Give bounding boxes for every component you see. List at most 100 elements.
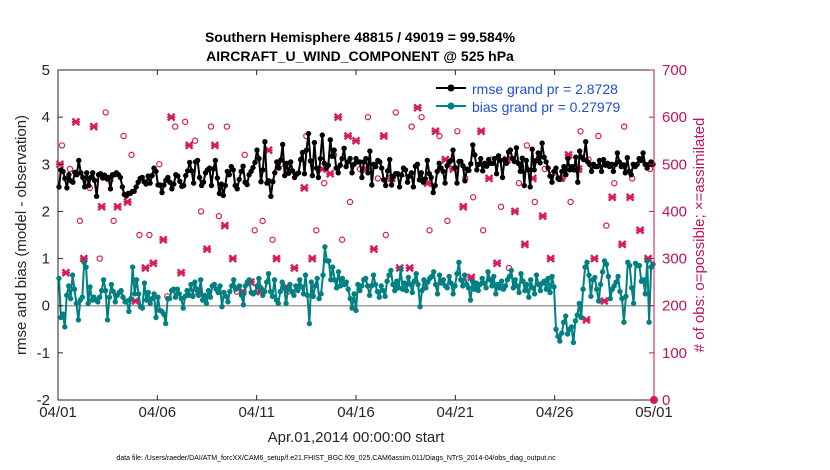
bias-point <box>528 277 534 283</box>
bias-point <box>452 283 458 289</box>
rmse-point <box>185 168 191 174</box>
bias-point <box>180 305 186 311</box>
bias-point <box>298 284 305 290</box>
rmse-point <box>226 172 232 178</box>
obs-possible-point <box>207 123 215 130</box>
bias-point <box>551 284 557 290</box>
obs-possible-point <box>321 179 328 187</box>
bias-point <box>153 314 159 321</box>
obs-assimilated-point <box>476 127 486 136</box>
rmse-point <box>194 157 201 164</box>
obs-possible-point <box>156 161 163 168</box>
rmse-point <box>575 179 581 185</box>
bias-point <box>126 308 132 315</box>
bias-point <box>211 281 217 288</box>
bias-point <box>599 269 606 275</box>
rmse-point <box>252 159 258 166</box>
rmse-point <box>588 168 595 175</box>
x-tick-label: 04/01 <box>39 404 77 421</box>
obs-assimilated-point <box>220 221 230 230</box>
rmse-point <box>325 162 331 168</box>
obs-possible-point <box>181 118 189 126</box>
rmse-point <box>460 163 466 169</box>
rmse-point <box>196 174 203 181</box>
bias-point <box>405 274 412 281</box>
bias-point <box>205 287 212 294</box>
bias-point <box>225 299 231 305</box>
rmse-point <box>107 186 114 192</box>
rmse-point <box>90 170 96 176</box>
bias-point <box>456 259 462 265</box>
bias-point <box>564 331 571 337</box>
rmse-point <box>480 168 486 174</box>
bias-point <box>491 273 497 280</box>
bias-point <box>176 291 182 297</box>
bias-point <box>178 295 184 302</box>
bias-point <box>279 279 285 285</box>
rmse-point <box>56 184 62 190</box>
bias-point <box>572 318 579 324</box>
rmse-point <box>311 139 318 146</box>
obs-assimilated-point <box>617 240 627 249</box>
obs-assimilated-point <box>546 254 555 263</box>
rmse-point <box>428 174 434 181</box>
rmse-point <box>565 155 571 162</box>
rmse-point <box>70 179 76 185</box>
obs-possible-point <box>392 109 399 116</box>
obs-assimilated-point <box>333 112 343 122</box>
y-tick-label-right: 400 <box>662 203 687 220</box>
obs-assimilated-point <box>97 202 106 211</box>
obs-assimilated-point <box>202 244 212 254</box>
bias-point <box>310 293 316 299</box>
obs-possible-point <box>523 142 531 149</box>
rmse-point <box>385 168 391 174</box>
legend-bias-swatch-marker <box>447 102 455 110</box>
bias-point <box>67 295 74 302</box>
bias-point <box>644 258 650 264</box>
obs-possible-point <box>515 179 523 187</box>
obs-assimilated-point <box>635 226 645 235</box>
rmse-point <box>80 174 86 181</box>
obs-possible-point <box>136 231 143 239</box>
bias-point <box>322 244 328 250</box>
rmse-point <box>535 150 541 156</box>
bias-point <box>520 278 526 284</box>
rmse-point <box>171 181 177 187</box>
rmse-point <box>238 168 244 175</box>
bias-point <box>537 287 544 294</box>
rmse-point <box>430 189 436 196</box>
rmse-point <box>177 178 183 184</box>
bias-point <box>110 288 117 295</box>
bias-point <box>161 311 167 317</box>
bias-point <box>394 278 400 284</box>
bias-point <box>283 300 289 307</box>
rmse-point <box>563 172 569 178</box>
rmse-point <box>513 145 520 151</box>
rmse-point <box>357 159 363 165</box>
bias-point <box>174 286 181 292</box>
rmse-point <box>410 184 417 190</box>
bias-point <box>229 283 235 289</box>
rmse-point <box>436 160 442 166</box>
rmse-point <box>499 174 506 181</box>
bias-point <box>444 285 450 291</box>
bias-point <box>506 273 513 280</box>
rmse-point <box>559 168 565 175</box>
rmse-point <box>533 157 539 164</box>
obs-possible-point <box>66 165 74 173</box>
rmse-point <box>337 162 343 168</box>
bias-point <box>60 311 66 317</box>
bias-point <box>231 277 237 283</box>
bias-point <box>199 297 206 303</box>
footnote: data file: /Users/raeder/DAI/ATM_forcXX/… <box>116 455 556 462</box>
bias-point <box>429 273 435 280</box>
bias-point <box>141 280 148 286</box>
legend-rmse-swatch-marker <box>447 84 455 92</box>
rmse-point <box>181 182 187 189</box>
obs-assimilated-point <box>210 141 220 150</box>
bias-point <box>450 291 456 297</box>
rmse-point <box>521 182 527 189</box>
bias-point <box>192 279 198 285</box>
